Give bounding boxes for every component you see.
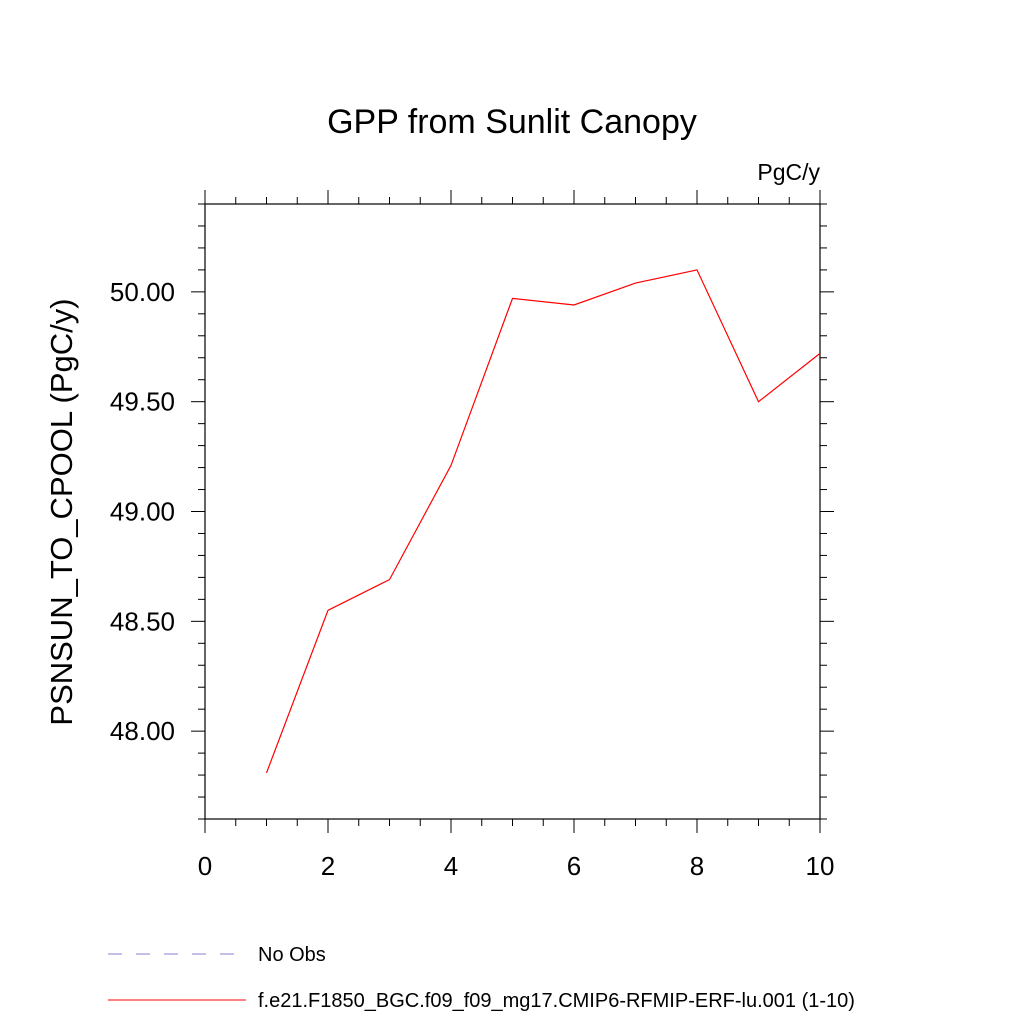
units-label: PgC/y xyxy=(757,159,820,185)
plot-frame xyxy=(204,203,821,820)
x-tick-label: 0 xyxy=(198,851,212,881)
legend: No Obs f.e21.F1850_BGC.f09_f09_mg17.CMIP6… xyxy=(108,944,855,1012)
series-lines xyxy=(265,269,821,774)
legend-label: f.e21.F1850_BGC.f09_f09_mg17.CMIP6-RFMIP… xyxy=(258,990,855,1012)
x-tick-label: 2 xyxy=(321,851,335,881)
axes xyxy=(204,203,821,820)
y-axis-label: PSNSUN_TO_CPOOL (PgC/y) xyxy=(44,298,79,725)
x-tick-label: 8 xyxy=(690,851,704,881)
chart-title: GPP from Sunlit Canopy xyxy=(327,103,697,141)
y-tick-label: 49.00 xyxy=(110,497,175,527)
y-tick-label: 48.00 xyxy=(110,716,175,746)
axis-ticks: 0 2 4 6 8 10 48.00 48.50 49.00 49.50 50.00 xyxy=(110,190,835,881)
y-tick-label: 49.50 xyxy=(110,387,175,417)
series-line xyxy=(265,269,821,774)
legend-label: No Obs xyxy=(258,944,326,966)
x-tick-label: 6 xyxy=(567,851,581,881)
y-tick-label: 50.00 xyxy=(110,277,175,307)
y-tick-label: 48.50 xyxy=(110,606,175,636)
x-tick-label: 10 xyxy=(806,851,835,881)
x-tick-label: 4 xyxy=(444,851,458,881)
